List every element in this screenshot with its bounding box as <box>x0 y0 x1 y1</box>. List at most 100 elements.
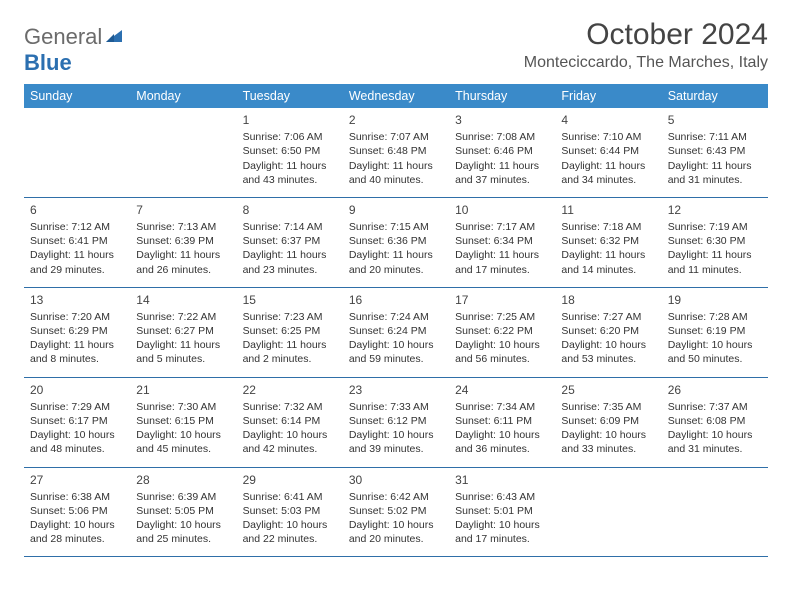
cell-line-day2: and 17 minutes. <box>455 532 549 546</box>
day-number: 2 <box>349 112 443 128</box>
cell-line-sunrise: Sunrise: 7:20 AM <box>30 310 124 324</box>
day-number: 30 <box>349 472 443 488</box>
cell-line-sunset: Sunset: 6:44 PM <box>561 144 655 158</box>
calendar-cell: 2Sunrise: 7:07 AMSunset: 6:48 PMDaylight… <box>343 108 449 197</box>
cell-line-sunset: Sunset: 6:32 PM <box>561 234 655 248</box>
cell-line-sunset: Sunset: 5:02 PM <box>349 504 443 518</box>
cell-line-day2: and 2 minutes. <box>243 352 337 366</box>
cell-line-day2: and 56 minutes. <box>455 352 549 366</box>
cell-line-sunrise: Sunrise: 7:22 AM <box>136 310 230 324</box>
logo: General Blue <box>24 18 124 76</box>
calendar-cell: 28Sunrise: 6:39 AMSunset: 5:05 PMDayligh… <box>130 467 236 557</box>
day-number: 1 <box>243 112 337 128</box>
cell-line-sunrise: Sunrise: 7:37 AM <box>668 400 762 414</box>
day-header: Thursday <box>449 84 555 108</box>
cell-line-day2: and 14 minutes. <box>561 263 655 277</box>
cell-line-sunset: Sunset: 6:22 PM <box>455 324 549 338</box>
calendar-cell: 23Sunrise: 7:33 AMSunset: 6:12 PMDayligh… <box>343 377 449 467</box>
day-number: 13 <box>30 292 124 308</box>
day-number: 18 <box>561 292 655 308</box>
month-title: October 2024 <box>524 18 768 52</box>
calendar-row: 6Sunrise: 7:12 AMSunset: 6:41 PMDaylight… <box>24 197 768 287</box>
day-number: 24 <box>455 382 549 398</box>
calendar-cell: 11 Sunrise: 7:18 AMSunset: 6:32 PMDayligh… <box>555 197 661 287</box>
cell-line-sunrise: Sunrise: 7:06 AM <box>243 130 337 144</box>
cell-line-day1: Daylight: 10 hours <box>349 338 443 352</box>
cell-line-sunrise: Sunrise: 7:13 AM <box>136 220 230 234</box>
calendar-cell: 31Sunrise: 6:43 AMSunset: 5:01 PMDayligh… <box>449 467 555 557</box>
cell-line-day2: and 11 minutes. <box>668 263 762 277</box>
cell-line-day1: Daylight: 10 hours <box>455 518 549 532</box>
cell-line-day1: Daylight: 10 hours <box>349 428 443 442</box>
cell-line-sunset: Sunset: 6:48 PM <box>349 144 443 158</box>
calendar-cell: 7Sunrise: 7:13 AMSunset: 6:39 PMDaylight… <box>130 197 236 287</box>
calendar-cell: 20Sunrise: 7:29 AMSunset: 6:17 PMDayligh… <box>24 377 130 467</box>
calendar-cell <box>555 467 661 557</box>
cell-line-day2: and 20 minutes. <box>349 532 443 546</box>
cell-line-sunrise: Sunrise: 7:08 AM <box>455 130 549 144</box>
cell-line-day1: Daylight: 10 hours <box>668 338 762 352</box>
cell-line-sunset: Sunset: 6:15 PM <box>136 414 230 428</box>
cell-line-sunset: Sunset: 6:37 PM <box>243 234 337 248</box>
cell-line-sunset: Sunset: 6:09 PM <box>561 414 655 428</box>
day-header: Tuesday <box>237 84 343 108</box>
cell-line-sunrise: Sunrise: 7:32 AM <box>243 400 337 414</box>
cell-line-day2: and 20 minutes. <box>349 263 443 277</box>
calendar-cell: 1Sunrise: 7:06 AMSunset: 6:50 PMDaylight… <box>237 108 343 197</box>
calendar-cell: 19Sunrise: 7:28 AMSunset: 6:19 PMDayligh… <box>662 287 768 377</box>
cell-line-sunrise: Sunrise: 6:38 AM <box>30 490 124 504</box>
cell-line-sunrise: Sunrise: 7:30 AM <box>136 400 230 414</box>
cell-line-day1: Daylight: 10 hours <box>349 518 443 532</box>
cell-line-day1: Daylight: 10 hours <box>455 428 549 442</box>
location: Monteciccardo, The Marches, Italy <box>524 54 768 72</box>
cell-line-day2: and 23 minutes. <box>243 263 337 277</box>
calendar-cell: 8Sunrise: 7:14 AMSunset: 6:37 PMDaylight… <box>237 197 343 287</box>
cell-line-day1: Daylight: 10 hours <box>561 338 655 352</box>
cell-line-sunset: Sunset: 6:34 PM <box>455 234 549 248</box>
header-right: October 2024 Monteciccardo, The Marches,… <box>524 18 768 72</box>
calendar-cell: 3Sunrise: 7:08 AMSunset: 6:46 PMDaylight… <box>449 108 555 197</box>
cell-line-sunset: Sunset: 6:12 PM <box>349 414 443 428</box>
calendar-row: 13Sunrise: 7:20 AMSunset: 6:29 PMDayligh… <box>24 287 768 377</box>
calendar-cell: 17Sunrise: 7:25 AMSunset: 6:22 PMDayligh… <box>449 287 555 377</box>
cell-line-sunset: Sunset: 6:24 PM <box>349 324 443 338</box>
header: General Blue October 2024 Monteciccardo,… <box>24 18 768 76</box>
cell-line-sunset: Sunset: 5:06 PM <box>30 504 124 518</box>
calendar-body: 1Sunrise: 7:06 AMSunset: 6:50 PMDaylight… <box>24 108 768 557</box>
day-header: Sunday <box>24 84 130 108</box>
day-number: 23 <box>349 382 443 398</box>
day-number: 10 <box>455 202 549 218</box>
day-number: 20 <box>30 382 124 398</box>
cell-line-sunrise: Sunrise: 7:24 AM <box>349 310 443 324</box>
cell-line-day1: Daylight: 11 hours <box>136 248 230 262</box>
cell-line-day1: Daylight: 10 hours <box>136 518 230 532</box>
cell-line-sunrise: Sunrise: 7:23 AM <box>243 310 337 324</box>
cell-line-sunrise: Sunrise: 6:41 AM <box>243 490 337 504</box>
cell-line-sunrise: Sunrise: 7:35 AM <box>561 400 655 414</box>
cell-line-sunset: Sunset: 5:03 PM <box>243 504 337 518</box>
cell-line-day1: Daylight: 11 hours <box>668 248 762 262</box>
cell-line-sunrise: Sunrise: 6:42 AM <box>349 490 443 504</box>
cell-line-sunrise: Sunrise: 7:18 AM <box>561 220 655 234</box>
day-number: 11 <box>561 202 655 218</box>
cell-line-sunrise: Sunrise: 6:43 AM <box>455 490 549 504</box>
cell-line-day2: and 36 minutes. <box>455 442 549 456</box>
cell-line-day1: Daylight: 11 hours <box>30 248 124 262</box>
cell-line-day1: Daylight: 11 hours <box>243 338 337 352</box>
calendar-cell: 25Sunrise: 7:35 AMSunset: 6:09 PMDayligh… <box>555 377 661 467</box>
cell-line-sunrise: Sunrise: 7:29 AM <box>30 400 124 414</box>
cell-line-day1: Daylight: 11 hours <box>561 248 655 262</box>
calendar-cell: 26Sunrise: 7:37 AMSunset: 6:08 PMDayligh… <box>662 377 768 467</box>
cell-line-day2: and 31 minutes. <box>668 442 762 456</box>
cell-line-sunset: Sunset: 6:30 PM <box>668 234 762 248</box>
cell-line-sunset: Sunset: 6:20 PM <box>561 324 655 338</box>
cell-line-sunrise: Sunrise: 7:19 AM <box>668 220 762 234</box>
cell-line-day1: Daylight: 11 hours <box>243 248 337 262</box>
day-number: 7 <box>136 202 230 218</box>
cell-line-sunrise: Sunrise: 7:25 AM <box>455 310 549 324</box>
cell-line-day2: and 22 minutes. <box>243 532 337 546</box>
cell-line-day1: Daylight: 10 hours <box>30 428 124 442</box>
day-number: 15 <box>243 292 337 308</box>
calendar-table: SundayMondayTuesdayWednesdayThursdayFrid… <box>24 84 768 557</box>
day-header: Friday <box>555 84 661 108</box>
